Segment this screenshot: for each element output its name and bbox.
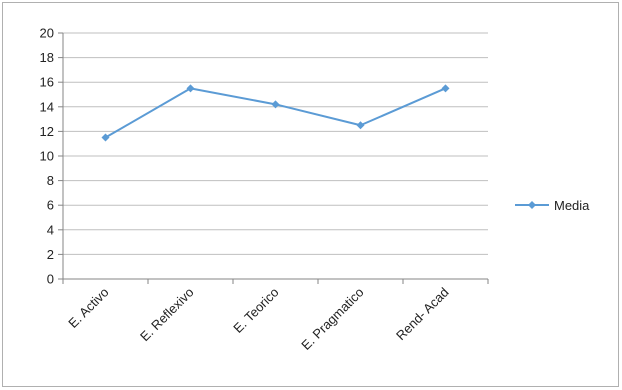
legend: Media — [515, 198, 590, 213]
y-tick-label: 18 — [40, 50, 54, 65]
x-tick-label: E. Pragmatico — [298, 285, 366, 353]
y-tick-label: 10 — [40, 149, 54, 164]
data-point — [271, 100, 280, 109]
data-point — [101, 133, 110, 142]
x-tick-label: E. Teorico — [230, 285, 281, 336]
series-line — [104, 87, 446, 139]
x-tick-labels: E. Activo E. Reflexivo E. Teorico E. Pragma… — [65, 285, 451, 353]
y-tick-label: 6 — [47, 198, 54, 213]
y-tick-label: 20 — [40, 26, 54, 41]
y-tick-label: 12 — [40, 124, 54, 139]
y-tick-label: 8 — [47, 173, 54, 188]
data-point — [356, 121, 365, 130]
data-point — [186, 84, 195, 93]
x-tick-label: E. Activo — [65, 285, 111, 331]
axes — [58, 32, 489, 284]
gridlines — [63, 32, 488, 255]
series-group — [101, 84, 450, 142]
x-tick-label: Rend- Acad — [393, 285, 452, 344]
chart-frame: 0 2 4 6 8 10 12 14 16 18 20 E. Activo E. Reflexivo E… — [2, 2, 619, 387]
y-tick-label: 14 — [40, 99, 54, 114]
y-tick-labels: 0 2 4 6 8 10 12 14 16 18 20 — [40, 26, 54, 287]
data-point — [441, 84, 450, 93]
x-tick-label: E. Reflexivo — [137, 285, 197, 345]
y-tick-label: 16 — [40, 75, 54, 90]
y-tick-label: 0 — [47, 272, 54, 287]
legend-marker — [528, 201, 536, 209]
y-tick-label: 4 — [47, 222, 54, 237]
legend-label: Media — [554, 198, 590, 213]
y-tick-label: 2 — [47, 247, 54, 262]
